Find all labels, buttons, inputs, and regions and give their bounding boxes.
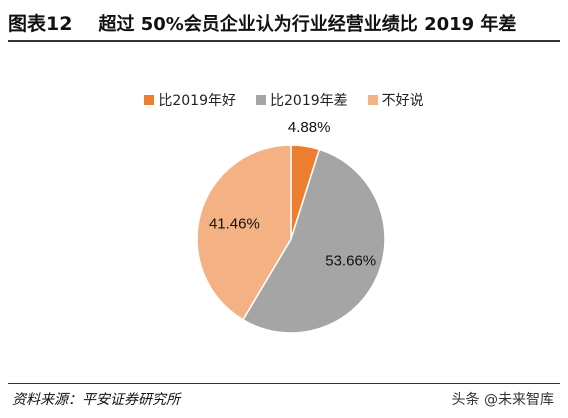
- source-divider: [8, 383, 560, 384]
- figure-title: 超过 50%会员企业认为行业经营业绩比 2019 年差: [98, 14, 517, 35]
- source-note: 资料来源：平安证券研究所: [12, 392, 180, 408]
- pie-slice-worse: [241, 148, 386, 334]
- figure-header: 图表12 超过 50%会员企业认为行业经营业绩比 2019 年差: [8, 6, 560, 42]
- legend-label-worse: 比2019年差: [270, 93, 348, 109]
- legend-item-better: 比2019年好: [144, 90, 236, 110]
- chart-legend: 比2019年好 比2019年差 不好说: [0, 90, 568, 110]
- legend-item-worse: 比2019年差: [256, 90, 348, 110]
- pie-slice-unsure: [196, 144, 292, 321]
- legend-item-unsure: 不好说: [367, 90, 424, 110]
- legend-swatch-better: [144, 95, 155, 105]
- legend-swatch-unsure: [367, 95, 378, 105]
- pie-label-worse: 53.66%: [325, 252, 376, 269]
- pie-label-better: 4.88%: [288, 119, 331, 136]
- watermark: 头条 @未来智库: [451, 392, 554, 408]
- figure-label: 图表12: [8, 13, 73, 35]
- legend-label-better: 比2019年好: [158, 93, 236, 109]
- pie-label-unsure: 41.46%: [209, 215, 260, 232]
- legend-swatch-worse: [256, 95, 266, 105]
- legend-label-unsure: 不好说: [381, 93, 424, 109]
